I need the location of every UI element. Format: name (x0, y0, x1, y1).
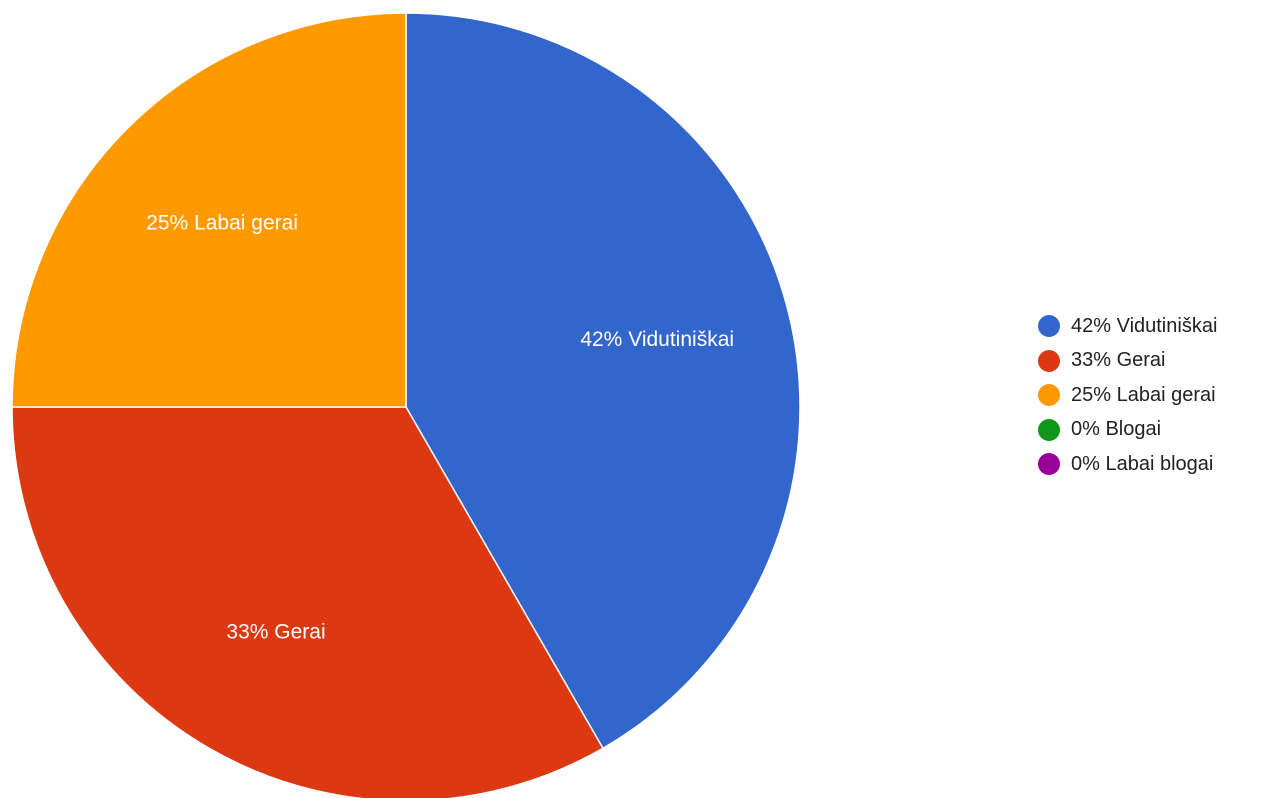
legend-swatch-2 (1038, 384, 1060, 407)
pie-slice-label-1: 33% Gerai (226, 621, 325, 644)
legend-item-0: 42% Vidutiniškai (1038, 309, 1267, 344)
legend-label-2: 25% Labai gerai (1071, 383, 1216, 406)
pie-slice-label-2: 25% Labai gerai (146, 212, 298, 235)
pie-slice-2 (11, 12, 407, 408)
legend-label-3: 0% Blogai (1071, 418, 1162, 441)
pie-slice-1 (11, 406, 604, 798)
legend-swatch-3 (1038, 418, 1060, 441)
legend-item-1: 33% Gerai (1038, 344, 1267, 379)
legend-label-0: 42% Vidutiniškai (1071, 314, 1218, 337)
legend-label-1: 33% Gerai (1071, 349, 1166, 372)
legend-item-3: 0% Blogai (1038, 413, 1267, 448)
legend-item-2: 25% Labai gerai (1038, 378, 1267, 413)
legend-swatch-1 (1038, 349, 1060, 372)
pie-slice-label-0: 42% Vidutiniškai (580, 328, 734, 351)
legend-item-4: 0% Labai blogai (1038, 447, 1267, 482)
legend-swatch-0 (1038, 315, 1060, 338)
chart-legend: 42% Vidutiniškai 33% Gerai 25% Labai gerai… (1038, 309, 1267, 482)
legend-swatch-4 (1038, 453, 1060, 476)
legend-label-4: 0% Labai blogai (1071, 452, 1214, 475)
pie-slice-0 (405, 12, 801, 750)
